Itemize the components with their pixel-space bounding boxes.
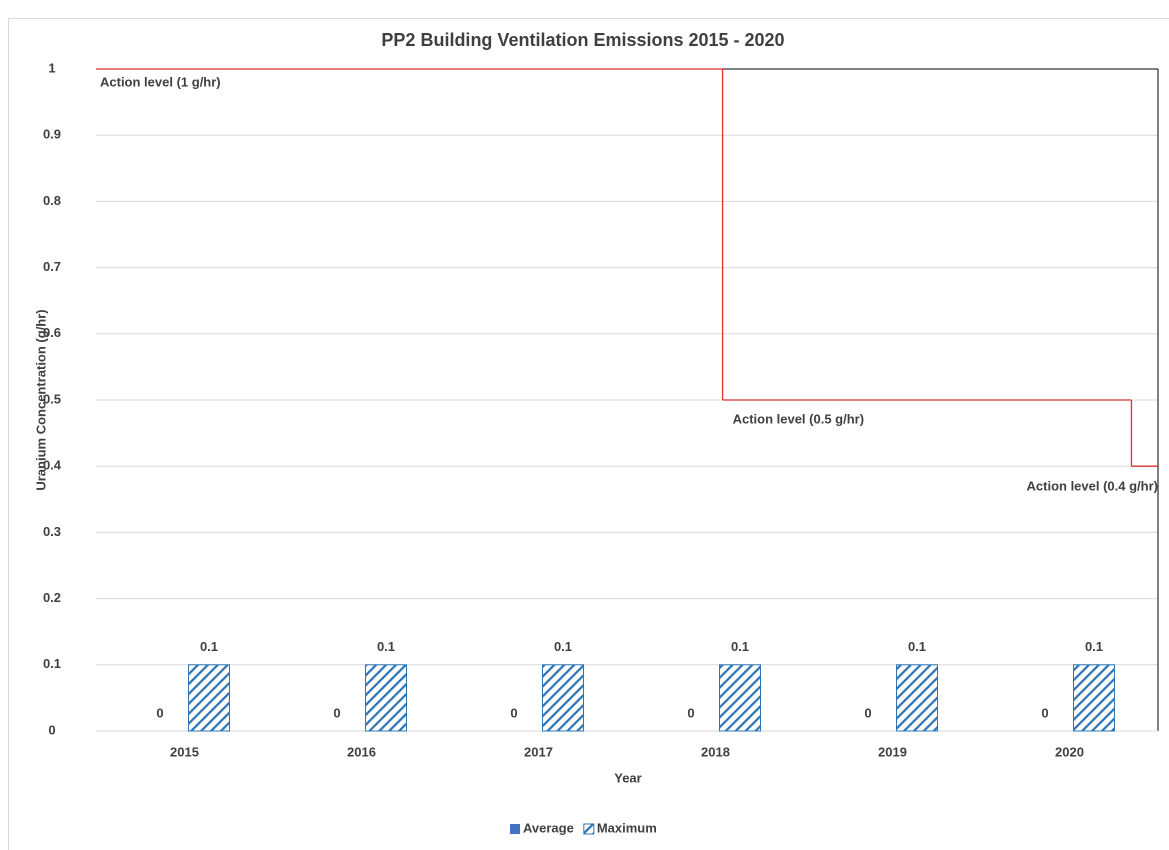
x-tick-label: 2020 — [1055, 744, 1084, 759]
x-tick-label: 2015 — [170, 744, 199, 759]
action-level-label: Action level (0.5 g/hr) — [733, 411, 864, 426]
y-tick-label: 0.9 — [43, 127, 61, 142]
data-label: 0.1 — [554, 639, 572, 654]
y-tick-label: 0.7 — [43, 259, 61, 274]
y-tick-label: 0 — [48, 722, 55, 737]
bar — [188, 664, 230, 732]
data-label: 0 — [687, 705, 694, 720]
data-label: 0 — [1041, 705, 1048, 720]
y-tick-label: 0.1 — [43, 656, 61, 671]
data-label: 0 — [156, 705, 163, 720]
chart-title: PP2 Building Ventilation Emissions 2015 … — [381, 30, 784, 50]
data-label: 0.1 — [377, 639, 395, 654]
data-label: 0.1 — [1085, 639, 1103, 654]
action-level-label: Action level (0.4 g/hr) — [1027, 479, 1158, 494]
y-tick-label: 1 — [48, 60, 55, 75]
y-tick-label: 0.8 — [43, 193, 61, 208]
data-label: 0 — [864, 705, 871, 720]
x-tick-label: 2018 — [701, 744, 730, 759]
x-tick-label: 2017 — [524, 744, 553, 759]
chart-frame — [8, 18, 1169, 850]
legend-label: Average — [523, 820, 574, 835]
x-tick-label: 2016 — [347, 744, 376, 759]
bar — [365, 664, 407, 732]
y-axis-label: Uranium Concentration (g/hr) — [33, 309, 48, 490]
y-tick-label: 0.3 — [43, 524, 61, 539]
action-level-label: Action level (1 g/hr) — [100, 74, 221, 89]
bar — [542, 664, 584, 732]
data-label: 0 — [333, 705, 340, 720]
data-label: 0.1 — [731, 639, 749, 654]
bar — [719, 664, 761, 732]
y-tick-label: 0.4 — [43, 458, 62, 473]
data-label: 0.1 — [908, 639, 926, 654]
y-tick-label: 0.6 — [43, 325, 61, 340]
legend-swatch — [583, 823, 595, 835]
bar — [896, 664, 938, 732]
x-axis-label: Year — [614, 770, 641, 785]
legend-label: Maximum — [597, 820, 657, 835]
legend-swatch — [510, 824, 520, 834]
data-label: 0 — [510, 705, 517, 720]
data-label: 0.1 — [200, 639, 218, 654]
bar — [1073, 664, 1115, 732]
y-tick-label: 0.2 — [43, 590, 61, 605]
y-tick-label: 0.5 — [43, 391, 61, 406]
x-tick-label: 2019 — [878, 744, 907, 759]
